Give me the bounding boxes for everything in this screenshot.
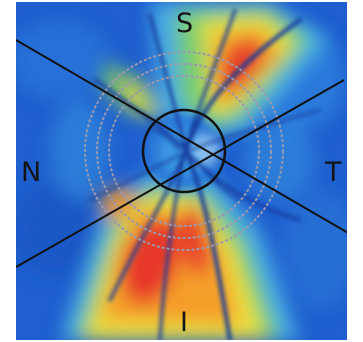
sector-line-nasal-inferior: [16, 79, 345, 268]
sector-line-nasal-superior: [16, 39, 347, 234]
scan-circle-inner: [108, 75, 260, 227]
disc-outline-circle: [141, 108, 227, 194]
inferior-fiber-bundle: [60, 170, 300, 340]
sector-lines: [16, 39, 347, 268]
scan-circles: [84, 51, 284, 251]
heatmap-image: [16, 2, 347, 340]
scan-circle-middle: [96, 63, 272, 239]
scan-circle-outer: [84, 51, 284, 251]
